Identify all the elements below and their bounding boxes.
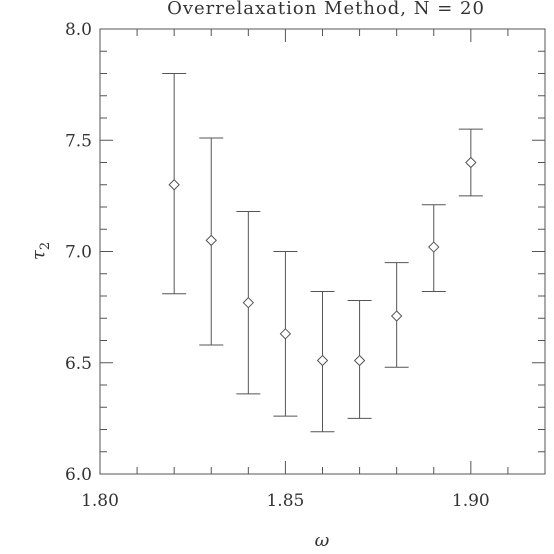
diamond-marker (242, 296, 255, 309)
y-tick-label: 6.0 (65, 465, 92, 485)
data-point (384, 262, 409, 368)
y-axis-label: τ2 (28, 242, 53, 260)
plot-frame (99, 28, 546, 475)
data-point (421, 204, 446, 293)
y-tick-label: 7.5 (65, 131, 92, 151)
tick-labels: 1.80 1.85 1.90 6.0 6.5 7.0 7.5 8.0 (65, 20, 490, 511)
data-point (273, 251, 298, 417)
y-axis-label-subscript: 2 (38, 242, 53, 250)
data-point (162, 73, 187, 295)
chart-title: Overrelaxation Method, N = 20 (167, 0, 485, 19)
diamond-marker (205, 234, 217, 247)
y-tick-label: 7.0 (65, 243, 92, 263)
data-point (347, 299, 372, 419)
x-tick-label: 1.85 (266, 491, 304, 511)
diamond-marker (316, 354, 329, 367)
diamond-marker (168, 179, 180, 191)
diamond-marker (428, 241, 440, 253)
axis-ticks (99, 28, 546, 475)
diamond-marker (353, 354, 366, 367)
y-tick-label: 6.5 (65, 354, 92, 374)
diamond-marker (465, 156, 477, 169)
y-tick-label: 8.0 (65, 20, 92, 40)
diamond-marker (390, 310, 403, 322)
diamond-marker (279, 328, 292, 340)
data-point (310, 291, 335, 433)
x-tick-label: 1.80 (81, 491, 119, 511)
x-tick-label: 1.90 (452, 491, 490, 511)
data-points (162, 73, 483, 433)
data-point (458, 128, 483, 197)
data-point (236, 210, 261, 395)
data-point (199, 137, 224, 346)
x-axis-label: ω (315, 530, 330, 551)
y-axis-label-main: τ (28, 249, 49, 260)
